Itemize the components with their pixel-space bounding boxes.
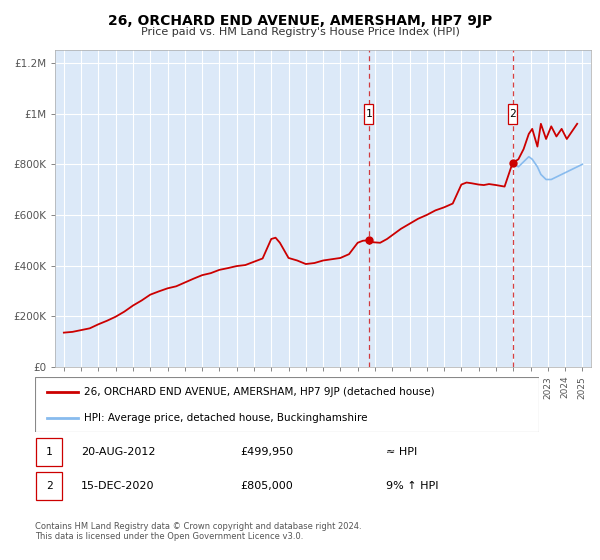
Text: 2: 2 [509, 109, 516, 119]
FancyBboxPatch shape [37, 438, 62, 466]
Text: Price paid vs. HM Land Registry's House Price Index (HPI): Price paid vs. HM Land Registry's House … [140, 27, 460, 37]
Text: Contains HM Land Registry data © Crown copyright and database right 2024.: Contains HM Land Registry data © Crown c… [35, 522, 361, 531]
Text: 2: 2 [46, 481, 53, 491]
Text: 15-DEC-2020: 15-DEC-2020 [81, 481, 154, 491]
FancyBboxPatch shape [37, 472, 62, 500]
FancyBboxPatch shape [364, 104, 373, 124]
Text: 26, ORCHARD END AVENUE, AMERSHAM, HP7 9JP: 26, ORCHARD END AVENUE, AMERSHAM, HP7 9J… [108, 14, 492, 28]
Text: £499,950: £499,950 [240, 447, 293, 458]
Text: ≈ HPI: ≈ HPI [386, 447, 417, 458]
Text: HPI: Average price, detached house, Buckinghamshire: HPI: Average price, detached house, Buck… [84, 413, 368, 422]
Text: 20-AUG-2012: 20-AUG-2012 [81, 447, 155, 458]
Text: 9% ↑ HPI: 9% ↑ HPI [386, 481, 439, 491]
Text: £805,000: £805,000 [240, 481, 293, 491]
FancyBboxPatch shape [508, 104, 517, 124]
Text: 1: 1 [46, 447, 53, 458]
Text: 26, ORCHARD END AVENUE, AMERSHAM, HP7 9JP (detached house): 26, ORCHARD END AVENUE, AMERSHAM, HP7 9J… [84, 388, 435, 397]
Text: 1: 1 [365, 109, 372, 119]
Text: This data is licensed under the Open Government Licence v3.0.: This data is licensed under the Open Gov… [35, 532, 303, 541]
